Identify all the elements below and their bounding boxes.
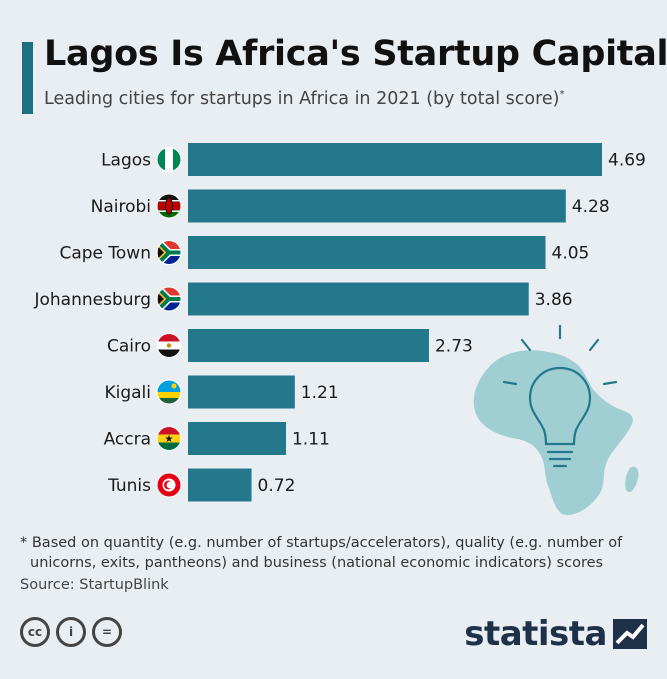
category-label-cairo: Cairo [107,337,151,357]
africa-lightbulb-illustration [473,324,639,516]
license-icons: cc i = [20,617,122,647]
source-label: Source: StartupBlink [20,577,169,593]
value-label-kigali: 1.21 [301,383,339,403]
brand-name: statista [464,614,607,654]
value-label-cairo: 2.73 [435,337,473,357]
svg-text:★: ★ [165,434,174,445]
footnote-line-1: * Based on quantity (e.g. number of star… [20,535,623,551]
category-label-cape-town: Cape Town [59,244,151,264]
attribution-icon[interactable]: i [56,617,86,647]
bar-accra [188,422,286,455]
no-derivatives-icon[interactable]: = [92,617,122,647]
bar-cape-town [188,236,546,269]
madagascar-shape [625,466,639,493]
africa-map-shape [473,350,633,516]
statista-brand[interactable]: statista [464,614,647,654]
lightbulb-icon [502,324,618,468]
footnote: * Based on quantity (e.g. number of star… [20,533,650,573]
category-label-lagos: Lagos [101,151,151,171]
bar-johannesburg [188,282,529,316]
value-label-lagos: 4.69 [608,151,646,171]
value-label-johannesburg: 3.86 [535,290,573,310]
category-label-accra: Accra [104,430,151,450]
chart-subtitle: Leading cities for startups in Africa in… [44,89,564,109]
bar-lagos [188,143,602,176]
flag-tunisia-icon [156,472,182,498]
category-label-johannesburg: Johannesburg [33,290,151,310]
flag-nigeria-icon [156,147,182,172]
category-label-tunis: Tunis [107,476,151,496]
subtitle-footnote-mark: * [559,89,565,101]
chart-title: Lagos Is Africa's Startup Capital [44,34,667,74]
flag-south-africa-icon [156,286,182,312]
flag-ghana-icon: ★ [156,426,182,451]
flag-egypt-icon [156,333,182,358]
title-accent-bar [22,42,33,114]
flag-kenya-icon [156,193,182,219]
value-label-tunis: 0.72 [258,476,296,496]
category-label-nairobi: Nairobi [91,197,151,217]
statista-logo-icon [613,619,647,649]
bar-nairobi [188,189,566,223]
subtitle-text: Leading cities for startups in Africa in… [44,89,560,109]
value-label-cape-town: 4.05 [552,244,590,264]
flag-rwanda-icon [156,379,182,405]
value-label-accra: 1.11 [292,430,330,450]
value-label-nairobi: 4.28 [572,197,610,217]
flag-south-africa-icon [156,240,182,265]
cc-icon[interactable]: cc [20,617,50,647]
category-label-kigali: Kigali [104,383,151,403]
footnote-line-2: unicorns, exits, pantheons) and business… [30,555,604,571]
bar-kigali [188,375,295,409]
bar-chart: Lagos 4.69 Nairobi 4.28 Cape Town 4.05 Johanne… [33,143,646,502]
bar-cairo [188,329,429,362]
bar-tunis [188,468,252,502]
